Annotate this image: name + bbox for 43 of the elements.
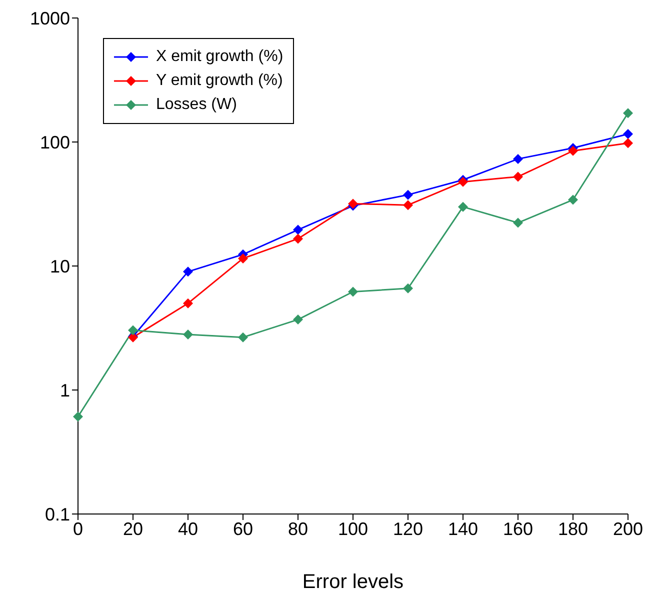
point	[183, 330, 193, 340]
point	[238, 332, 248, 342]
y-tick-label: 1000	[30, 8, 70, 28]
point	[128, 325, 138, 336]
point	[403, 283, 413, 294]
point	[73, 412, 83, 422]
legend-label: X emit growth (%)	[156, 47, 284, 67]
point	[403, 190, 413, 200]
x-tick-label: 60	[232, 518, 254, 539]
point	[183, 266, 193, 277]
point	[403, 200, 413, 210]
x-tick-label: 140	[448, 518, 478, 539]
x-tick-label: 20	[122, 518, 144, 539]
x-tick-label: 180	[558, 518, 588, 539]
point	[238, 253, 248, 264]
y-tick-label: 10	[50, 256, 70, 276]
point	[513, 154, 523, 164]
point	[623, 138, 633, 148]
point	[458, 202, 468, 212]
x-axis-title: Error levels	[302, 571, 404, 594]
x-tick-label: 0	[72, 518, 84, 539]
x-tick-label: 80	[288, 518, 308, 539]
point	[623, 108, 633, 118]
x-tick-label: 120	[392, 518, 424, 539]
x-tick-label: 40	[178, 518, 198, 539]
point	[293, 314, 303, 325]
legend-label: Y emit growth (%)	[156, 71, 283, 91]
point	[348, 286, 358, 297]
point	[513, 172, 523, 182]
point	[293, 224, 303, 235]
point	[568, 146, 578, 156]
x-tick-label: 160	[502, 518, 534, 539]
y-tick-label: 100	[40, 132, 70, 152]
point	[568, 194, 578, 205]
x-tick-label: 200	[612, 518, 644, 539]
y-tick-label: 0.1	[44, 504, 70, 524]
point	[293, 234, 303, 244]
x-tick-label: 100	[338, 518, 368, 539]
point	[183, 298, 193, 308]
point	[623, 129, 633, 140]
y-tick-label: 1	[60, 380, 70, 400]
legend-label: Losses (W)	[156, 95, 237, 115]
point	[513, 218, 523, 228]
